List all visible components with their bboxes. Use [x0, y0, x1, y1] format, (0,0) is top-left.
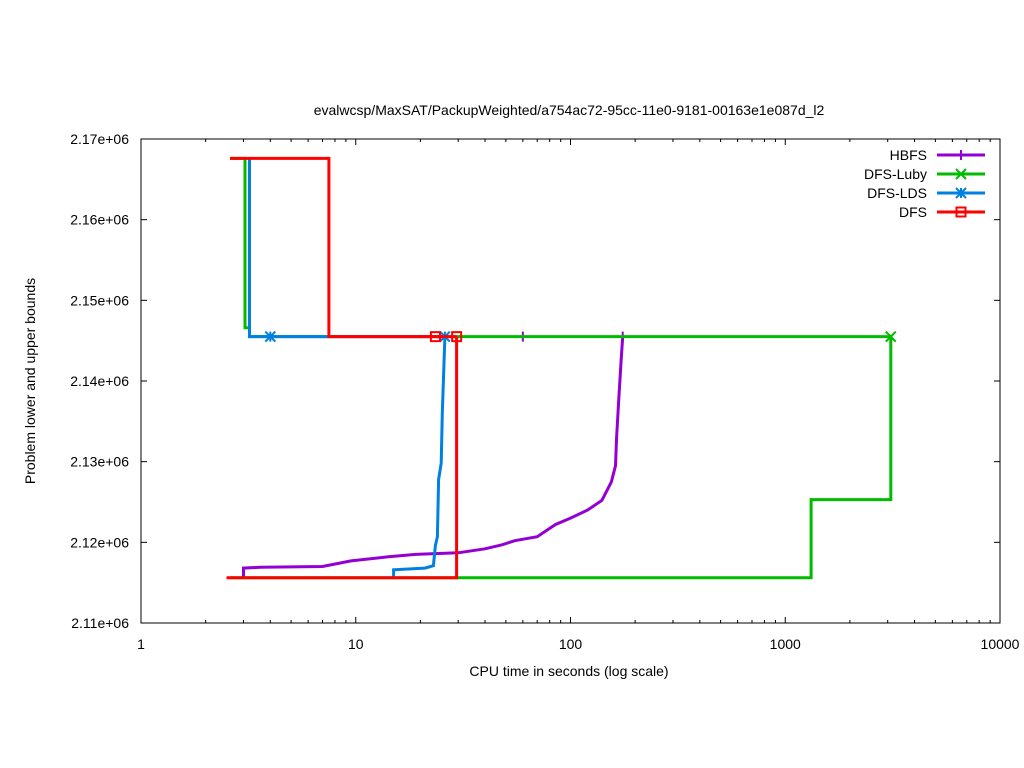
series-dfs [226, 156, 463, 580]
series-dfs-lds [248, 158, 451, 578]
y-tick-label: 2.13e+06 [70, 454, 129, 470]
square-marker [451, 331, 463, 343]
cross-marker [955, 168, 967, 180]
x-tick-label: 10 [348, 636, 364, 652]
series-layer [226, 156, 897, 580]
y-tick-label: 2.12e+06 [70, 534, 129, 550]
legend-label: HBFS [890, 147, 927, 163]
star-marker [264, 330, 276, 343]
y-tick-label: 2.17e+06 [70, 131, 129, 147]
series-line-dfs-lds [248, 158, 445, 339]
legend-item-dfs-luby: DFS-Luby [864, 166, 985, 182]
axis-layer: 1 10 100 1000 10000 2.11e+06 2.12e+06 2.13e+06 2… [70, 131, 1019, 652]
series-line-hbfs [242, 336, 625, 578]
x-tick-label: 1 [137, 636, 145, 652]
star-marker [955, 187, 967, 199]
legend-item-hbfs: HBFS [890, 147, 985, 163]
series-line-dfs-luby [230, 336, 893, 580]
y-axis-label: Problem lower and upper bounds [22, 278, 38, 484]
legend: HBFS DFS-Luby DFS-LDS DFS [864, 147, 985, 220]
series-line-dfs [226, 336, 459, 580]
plus-marker [956, 150, 966, 160]
cross-marker [885, 330, 897, 343]
x-tick-label: 1000 [770, 636, 801, 652]
legend-item-dfs: DFS [899, 204, 985, 220]
legend-label: DFS-Luby [864, 166, 927, 182]
legend-item-dfs-lds: DFS-LDS [867, 185, 985, 201]
legend-label: DFS [899, 204, 927, 220]
square-marker [429, 331, 441, 343]
legend-label: DFS-LDS [867, 185, 927, 201]
x-axis-label: CPU time in seconds (log scale) [469, 663, 668, 679]
square-marker [955, 206, 967, 218]
y-tick-label: 2.15e+06 [70, 292, 129, 308]
series-line-dfs-lds [392, 336, 447, 578]
y-tick-label: 2.14e+06 [70, 373, 129, 389]
x-tick-label: 100 [559, 636, 583, 652]
chart-title: evalwcsp/MaxSAT/PackupWeighted/a754ac72-… [314, 102, 825, 118]
plot-frame [140, 138, 1001, 624]
y-tick-label: 2.16e+06 [70, 212, 129, 228]
x-tick-label: 10000 [981, 636, 1020, 652]
series-line-dfs [230, 156, 457, 339]
y-tick-label: 2.11e+06 [71, 615, 129, 631]
